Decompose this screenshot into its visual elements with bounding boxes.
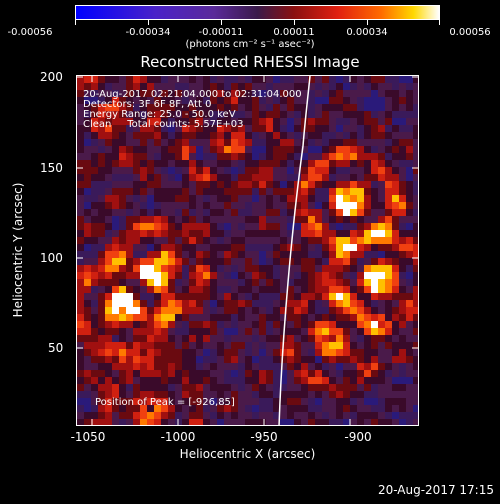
colorbar [75,5,440,20]
colorbar-tick-label: 0.00034 [346,27,388,38]
image-title: Reconstructed RHESSI Image [140,53,360,71]
x-axis-label: Heliocentric X (arcsec) [179,447,316,461]
limb-line [278,76,311,425]
rhessi-image-heatmap [77,76,418,425]
colorbar-ticks: -0.00056 -0.00034 -0.00011 0.00011 0.000… [0,0,500,40]
colorbar-tick-label: 0.00011 [273,27,315,38]
x-tick-label: -900 [344,430,372,444]
y-tick-label: 150 [40,161,63,175]
rhessi-image-panel: 20-Aug-2017 02:21:04.000 to 02:31:04.000… [76,75,419,426]
detectors-label: Detectors: 3F 6F 8F, Att 0 [83,99,212,110]
clean-counts-label: Clean Total counts: 5.57E+03 [83,119,244,130]
y-tick-label: 100 [40,251,63,265]
colorbar-tick-label: -0.00034 [125,27,171,38]
time-range-label: 20-Aug-2017 02:21:04.000 to 02:31:04.000 [83,89,302,100]
colorbar-tick-label: -0.00056 [7,27,53,38]
peak-position-label: Position of Peak = [-926,85] [95,397,235,408]
energy-range-label: Energy Range: 25.0 - 50.0 keV [83,109,236,120]
x-tick-label: -950 [250,430,278,444]
colorbar-units: (photons cm⁻² s⁻¹ asec⁻²) [185,39,315,50]
y-tick-label: 200 [40,70,63,84]
timestamp: 20-Aug-2017 17:15 [377,483,494,497]
colorbar-tick-label: -0.00011 [198,27,244,38]
colorbar-tick-label: 0.00056 [449,27,491,38]
y-tick-label: 50 [48,341,64,355]
y-axis-label: Heliocentric Y (arcsec) [11,182,25,318]
x-tick-label: -1000 [160,430,196,444]
x-tick-label: -1050 [70,430,106,444]
